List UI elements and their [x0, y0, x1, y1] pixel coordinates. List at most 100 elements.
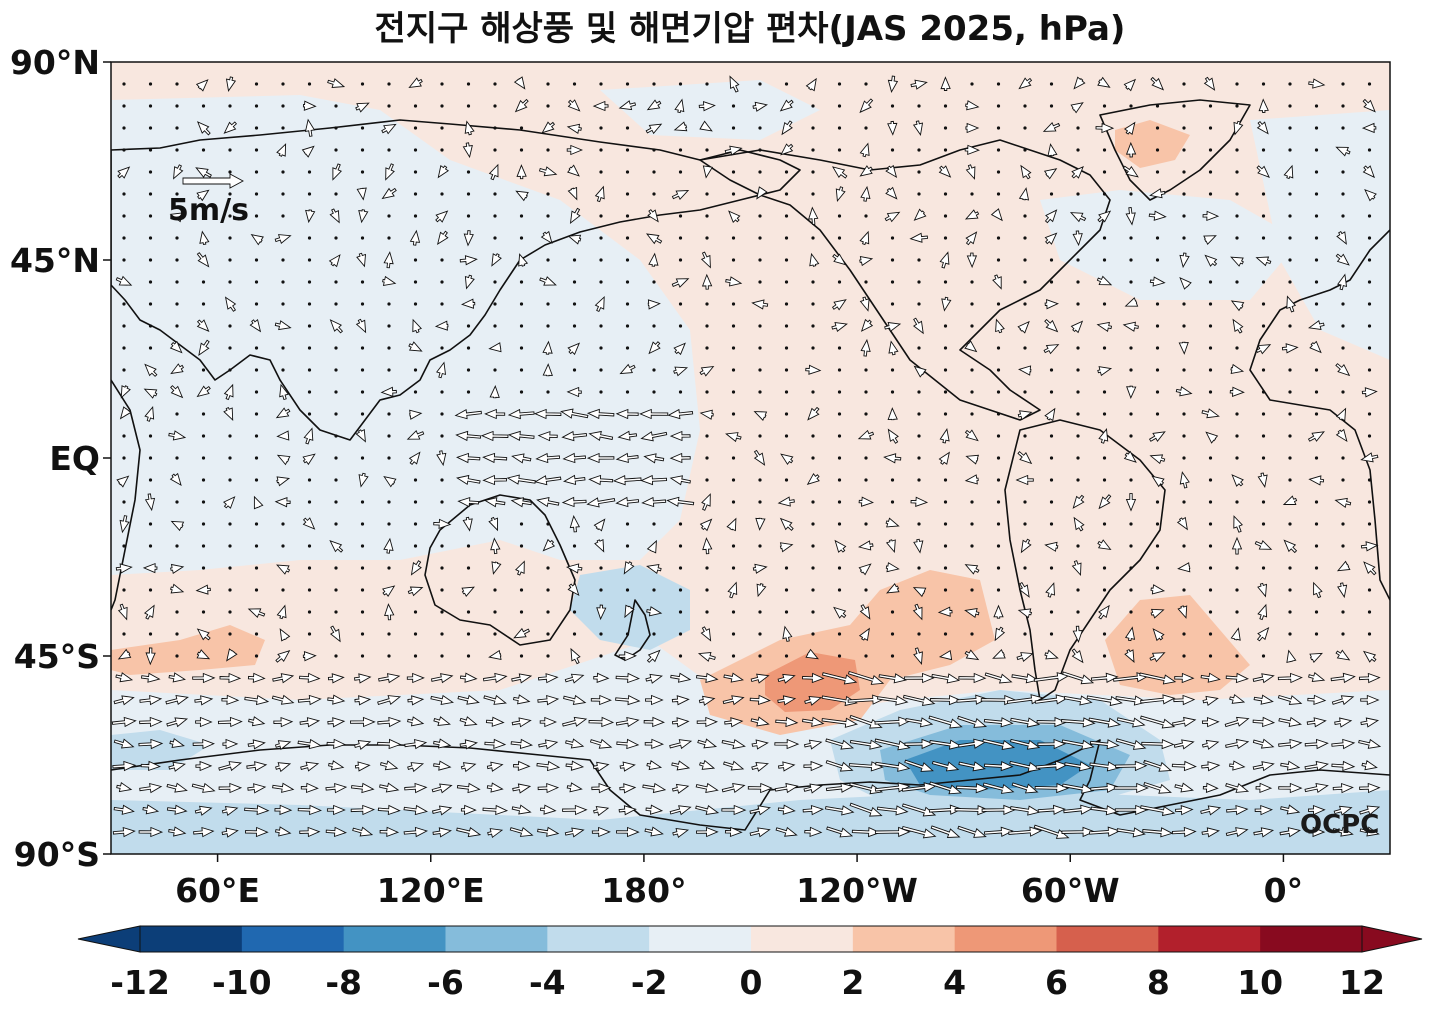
wind-vector-calm: [201, 148, 206, 152]
wind-vector: [1060, 717, 1096, 728]
wind-vector-calm: [201, 302, 206, 306]
wind-vector: [195, 79, 209, 92]
wind-vector-calm: [1076, 258, 1080, 262]
wind-vector-calm: [122, 346, 126, 350]
wind-vector: [1011, 782, 1039, 794]
wind-vector-calm: [493, 192, 497, 196]
wind-vector: [1096, 321, 1113, 332]
wind-vector-calm: [1314, 258, 1319, 262]
wind-vector: [885, 517, 900, 528]
wind-vector: [958, 761, 986, 772]
wind-vector: [329, 540, 344, 553]
wind-vector-calm: [1208, 566, 1213, 570]
wind-vector: [491, 253, 502, 267]
wind-vector-calm: [1129, 544, 1133, 548]
wind-vector-calm: [705, 588, 709, 592]
wind-vector: [747, 782, 773, 794]
wind-vector-calm: [731, 654, 736, 658]
wind-vector-calm: [890, 500, 895, 504]
wind-vector-calm: [413, 104, 418, 108]
wind-vector-calm: [758, 280, 762, 284]
wind-vector-calm: [1288, 456, 1292, 460]
wind-vector: [779, 99, 794, 112]
wind-vector-calm: [1261, 82, 1266, 86]
wind-vector: [591, 826, 611, 838]
wind-vector: [459, 716, 478, 727]
wind-vector-calm: [996, 566, 1001, 570]
wind-vector: [1282, 495, 1298, 505]
wind-vector: [1277, 694, 1303, 706]
wind-vector: [695, 804, 720, 815]
wind-vector-calm: [970, 302, 974, 306]
wind-vector: [510, 497, 532, 508]
wind-vector: [226, 648, 238, 662]
wind-vector: [806, 472, 820, 485]
wind-vector: [1151, 475, 1165, 488]
wind-vector: [224, 296, 237, 312]
wind-vector-calm: [440, 82, 444, 86]
wind-vector: [725, 276, 743, 287]
wind-vector: [645, 233, 663, 245]
wind-vector-calm: [254, 170, 259, 174]
wind-vector: [538, 673, 559, 684]
wind-vector-calm: [917, 258, 921, 262]
wind-vector-calm: [572, 302, 577, 306]
wind-vector-calm: [1288, 412, 1292, 416]
wind-vector: [537, 430, 558, 442]
wind-vector-calm: [228, 236, 232, 240]
wind-vector-calm: [1129, 236, 1133, 240]
wind-vector-calm: [122, 500, 126, 504]
wind-vector-calm: [864, 390, 868, 394]
map-panel: 5m/s OCPC: [111, 62, 1390, 854]
wind-vector: [821, 695, 858, 707]
wind-vector: [1252, 738, 1275, 749]
wind-vector: [511, 453, 532, 464]
wind-vector-calm: [493, 610, 497, 614]
wind-vector: [512, 694, 531, 705]
wind-vector-calm: [175, 302, 179, 306]
wind-vector: [859, 604, 871, 620]
wind-vector: [808, 206, 819, 225]
wind-vector: [1037, 738, 1067, 750]
wind-vector: [912, 587, 927, 598]
wind-vector: [671, 278, 690, 288]
wind-vector-calm: [307, 566, 312, 570]
wind-vector: [1062, 671, 1095, 685]
wind-vector-calm: [837, 632, 842, 636]
wind-vector-calm: [652, 522, 656, 526]
wind-vector: [1229, 760, 1246, 771]
wind-vector: [696, 826, 719, 838]
wind-vector-calm: [148, 478, 153, 482]
wind-vector-calm: [387, 500, 391, 504]
wind-vector: [488, 342, 502, 353]
wind-vector-calm: [546, 588, 550, 592]
wind-vector: [1331, 695, 1355, 706]
wind-vector-calm: [678, 236, 683, 240]
wind-vector-calm: [175, 82, 179, 86]
wind-vector-calm: [996, 390, 1001, 394]
wind-vector: [782, 625, 793, 642]
wind-vector: [780, 143, 794, 156]
wind-vector: [750, 673, 770, 684]
wind-vector: [1044, 649, 1059, 660]
wind-vector: [1071, 166, 1084, 179]
wind-vector: [928, 715, 963, 729]
wind-vector-calm: [122, 588, 126, 592]
wind-vector: [1043, 344, 1060, 355]
wind-vector-calm: [1367, 148, 1372, 152]
wind-vector-calm: [1235, 588, 1239, 592]
wind-vector-calm: [943, 236, 948, 240]
wind-vector-calm: [360, 566, 365, 570]
wind-vector-calm: [519, 654, 524, 658]
wind-vector-calm: [837, 126, 842, 130]
wind-vector-calm: [254, 104, 259, 108]
wind-vector: [297, 804, 322, 816]
wind-vector: [673, 121, 688, 132]
wind-vector: [489, 385, 500, 399]
wind-vector: [615, 694, 641, 706]
wind-vector-calm: [1314, 412, 1319, 416]
wind-vector: [409, 409, 423, 420]
wind-vector: [1255, 782, 1273, 794]
wind-vector-calm: [1129, 522, 1133, 526]
wind-vector: [482, 474, 507, 486]
